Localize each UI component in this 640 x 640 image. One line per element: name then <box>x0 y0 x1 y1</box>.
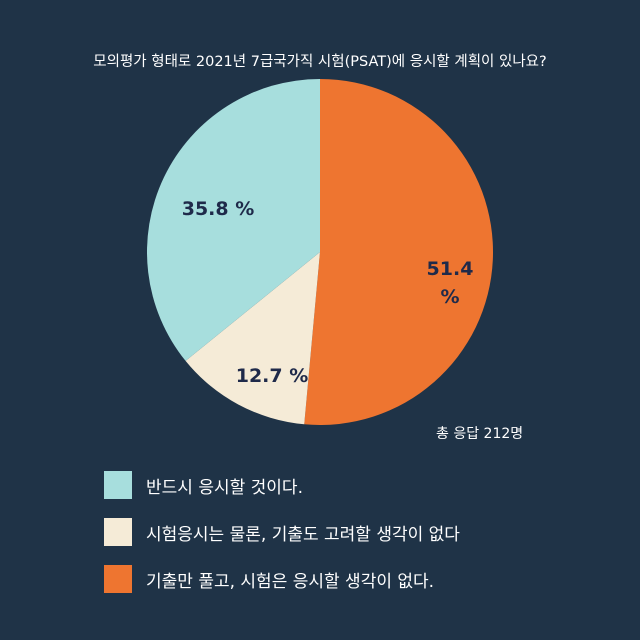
total-responses-annotation: 총 응답 212명 <box>436 426 524 442</box>
legend-item-only-past-exams: 기출만 풀고, 시험은 응시할 생각이 없다. <box>104 564 460 594</box>
legend-swatch <box>104 471 132 499</box>
slice-value-label: 35.8 % <box>182 198 255 220</box>
legend-label: 기출만 풀고, 시험은 응시할 생각이 없다. <box>146 571 435 592</box>
legend: 반드시 응시할 것이다. 시험응시는 물론, 기출도 고려할 생각이 없다 기출… <box>104 470 460 611</box>
legend-item-must-take: 반드시 응시할 것이다. <box>104 470 460 500</box>
legend-label: 시험응시는 물론, 기출도 고려할 생각이 없다 <box>146 524 460 545</box>
legend-item-no-consideration: 시험응시는 물론, 기출도 고려할 생각이 없다 <box>104 517 460 547</box>
pie-slice <box>185 252 320 425</box>
chart-title: 모의평가 형태로 2021년 7급국가직 시험(PSAT)에 응시할 계획이 있… <box>93 54 547 70</box>
legend-label: 반드시 응시할 것이다. <box>146 477 303 498</box>
legend-swatch <box>104 565 132 593</box>
pie-slice <box>147 79 320 361</box>
slice-value-label: 51.4% <box>427 258 474 308</box>
legend-swatch <box>104 518 132 546</box>
pie-slice <box>304 79 494 425</box>
slice-value-label: 12.7 % <box>236 365 309 387</box>
